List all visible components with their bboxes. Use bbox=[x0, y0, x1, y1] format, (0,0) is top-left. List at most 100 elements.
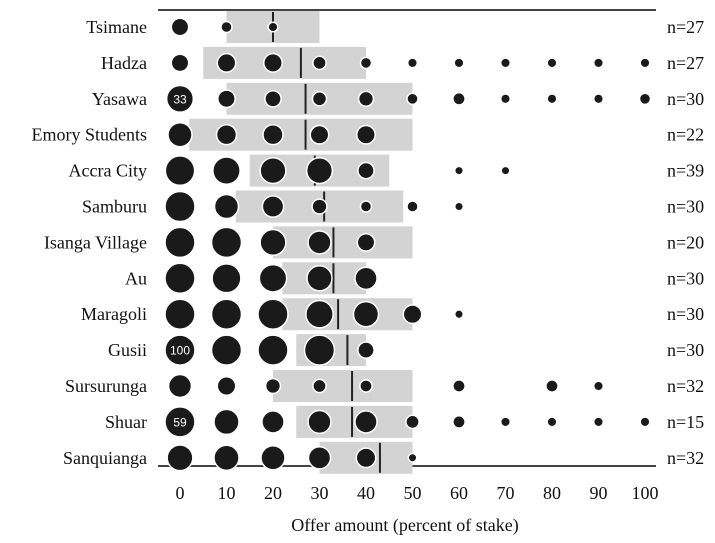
offer-dot bbox=[308, 447, 330, 469]
society-label: Au bbox=[125, 268, 147, 288]
offer-dot bbox=[455, 202, 464, 211]
society-label: Shuar bbox=[105, 412, 147, 432]
offer-dot bbox=[214, 445, 239, 470]
offer-dot bbox=[359, 91, 374, 106]
sample-size-layer: n=27 n=27 n=30 n=22 n=39 n=30 n=20 n=30 n=30 n=30… bbox=[667, 17, 704, 468]
dot-count-label: 59 bbox=[173, 415, 187, 429]
sample-size-label: n=32 bbox=[667, 448, 704, 468]
society-label: Sursurunga bbox=[65, 376, 147, 396]
offer-dot bbox=[357, 234, 374, 251]
x-axis-label: Offer amount (percent of stake) bbox=[291, 515, 519, 536]
offer-dot bbox=[594, 417, 604, 427]
x-tick-label: 80 bbox=[543, 483, 561, 503]
offer-dot bbox=[217, 377, 235, 395]
offer-dot bbox=[169, 375, 192, 398]
offer-dot bbox=[168, 123, 192, 147]
sample-size-label: n=30 bbox=[667, 340, 704, 360]
sample-size-label: n=27 bbox=[667, 17, 704, 37]
offer-dot bbox=[171, 54, 188, 71]
sample-size-label: n=22 bbox=[667, 125, 704, 145]
offer-dot bbox=[165, 227, 195, 257]
society-labels-layer: Tsimane Hadza Yasawa Emory Students Accra Ci… bbox=[32, 17, 148, 468]
offer-dot bbox=[217, 125, 237, 145]
offer-dot bbox=[308, 231, 331, 254]
offer-dot bbox=[355, 267, 377, 289]
x-tick-label: 0 bbox=[176, 483, 185, 503]
offer-dot bbox=[165, 263, 195, 293]
offer-dot bbox=[403, 305, 421, 323]
offer-dot bbox=[259, 265, 286, 292]
offer-dot bbox=[358, 163, 374, 179]
offer-dot bbox=[310, 125, 328, 143]
offer-dot bbox=[167, 445, 193, 471]
offer-dot bbox=[213, 157, 240, 184]
society-label: Hadza bbox=[101, 53, 147, 73]
x-tick-label: 50 bbox=[404, 483, 422, 503]
society-label: Emory Students bbox=[32, 125, 148, 145]
offer-dot bbox=[355, 411, 377, 433]
offer-dot bbox=[453, 380, 465, 392]
dot-count-label: 33 bbox=[173, 92, 187, 106]
society-label: Samburu bbox=[82, 197, 147, 217]
offer-dot bbox=[165, 156, 194, 185]
society-label: Accra City bbox=[69, 161, 147, 181]
offer-dot bbox=[454, 58, 464, 68]
dot-count-label: 100 bbox=[170, 344, 190, 358]
offer-dot bbox=[501, 58, 511, 68]
offer-dot bbox=[408, 454, 417, 463]
x-tick-label: 90 bbox=[590, 483, 608, 503]
offer-dot bbox=[268, 22, 278, 32]
society-label: Isanga Village bbox=[44, 232, 147, 252]
sample-size-label: n=20 bbox=[667, 232, 704, 252]
offer-dot bbox=[453, 93, 465, 105]
offer-dot bbox=[357, 125, 375, 143]
offer-dot bbox=[305, 335, 335, 365]
sample-size-label: n=30 bbox=[667, 197, 704, 217]
sample-size-label: n=39 bbox=[667, 161, 704, 181]
offer-dot bbox=[313, 56, 326, 69]
offer-dot bbox=[501, 417, 511, 427]
sample-size-label: n=30 bbox=[667, 268, 704, 288]
offer-dot bbox=[212, 299, 242, 329]
offer-dot bbox=[261, 446, 285, 470]
x-tick-labels-layer: 0 10 20 30 40 50 60 70 80 90 100 bbox=[176, 483, 659, 503]
offer-dot bbox=[594, 94, 604, 104]
range-bar bbox=[282, 298, 412, 330]
offer-dot bbox=[307, 158, 333, 184]
sample-size-label: n=30 bbox=[667, 89, 704, 109]
offer-dot bbox=[266, 379, 281, 394]
offer-dot bbox=[214, 409, 239, 434]
offer-dot bbox=[165, 299, 195, 329]
x-tick-label: 40 bbox=[357, 483, 375, 503]
x-tick-label: 60 bbox=[450, 483, 468, 503]
offer-dot bbox=[640, 58, 650, 68]
offer-dot bbox=[360, 201, 371, 212]
offer-dot bbox=[594, 58, 604, 68]
offer-dot bbox=[547, 58, 557, 68]
offer-dot bbox=[501, 166, 510, 175]
offer-dot bbox=[594, 381, 604, 391]
x-tick-label: 30 bbox=[311, 483, 329, 503]
offer-dot bbox=[217, 54, 235, 72]
offer-dot bbox=[212, 335, 242, 365]
offer-dot bbox=[453, 416, 465, 428]
offer-dot bbox=[407, 201, 418, 212]
sample-size-label: n=15 bbox=[667, 412, 704, 432]
offer-dot bbox=[356, 448, 375, 467]
offer-dot bbox=[501, 94, 511, 104]
offer-dot bbox=[260, 230, 286, 256]
society-label: Maragoli bbox=[81, 304, 147, 324]
offer-dot bbox=[263, 125, 283, 145]
offer-dot bbox=[360, 57, 371, 68]
society-label: Sanquianga bbox=[63, 448, 147, 468]
offer-dot bbox=[353, 302, 378, 327]
offer-dot bbox=[215, 195, 239, 219]
offer-dot bbox=[171, 18, 188, 35]
offer-dot bbox=[165, 192, 195, 222]
society-label: Tsimane bbox=[86, 17, 147, 37]
offer-dot bbox=[262, 411, 284, 433]
x-tick-label: 70 bbox=[497, 483, 515, 503]
sample-size-label: n=32 bbox=[667, 376, 704, 396]
offer-dot bbox=[407, 93, 418, 104]
offer-dot bbox=[258, 299, 288, 329]
